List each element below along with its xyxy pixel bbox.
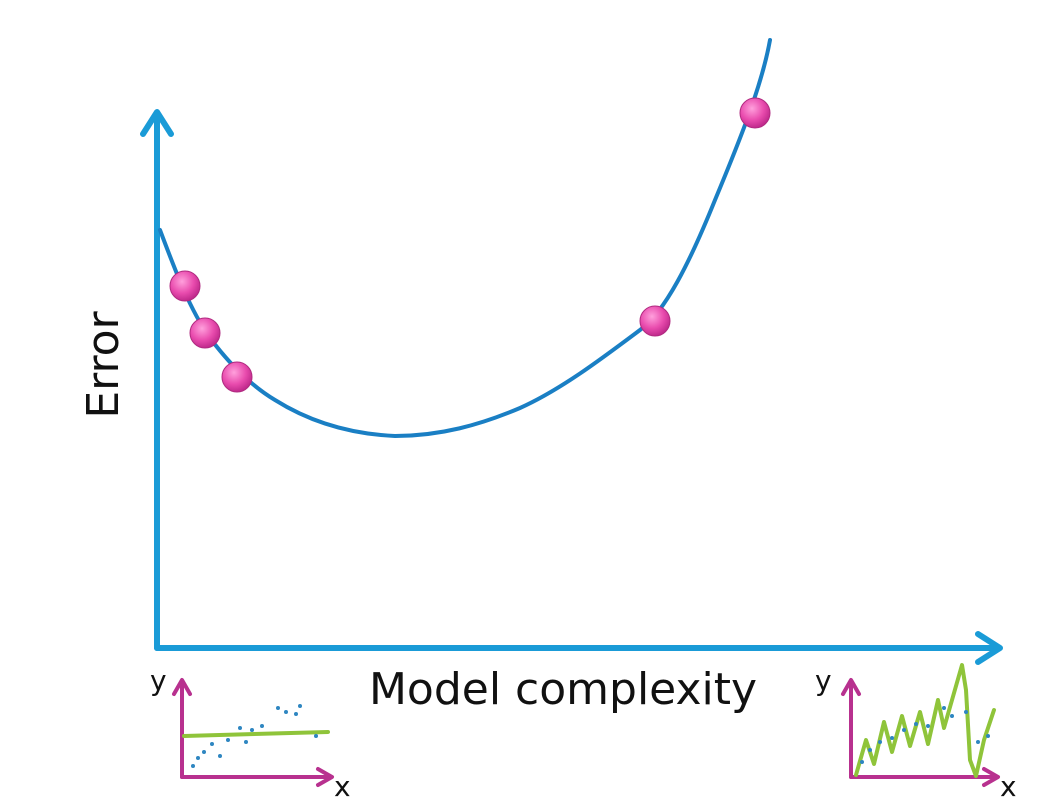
left-inset-simple-model: y x <box>150 664 351 803</box>
left-inset-scatter <box>191 704 318 768</box>
left-inset-x-label: x <box>334 770 351 803</box>
right-inset-complex-model: y x <box>815 663 1017 803</box>
left-inset-fit-line <box>182 730 330 738</box>
main-axes <box>140 109 1003 665</box>
x-axis-arrowhead <box>975 631 1003 665</box>
y-axis-label: Error <box>78 310 129 418</box>
right-inset-overfit-curve <box>854 663 996 778</box>
right-inset-x-arrowhead <box>982 767 1000 787</box>
data-point <box>221 361 253 393</box>
data-point <box>739 97 771 129</box>
left-inset-y-arrowhead <box>172 678 192 696</box>
data-point <box>639 305 671 337</box>
data-point <box>189 317 221 349</box>
right-inset-scatter <box>860 706 990 764</box>
right-inset-y-arrowhead <box>841 678 861 696</box>
right-inset-x-label: x <box>1000 770 1017 803</box>
data-point <box>169 270 201 302</box>
left-inset-x-arrowhead <box>316 767 334 787</box>
right-inset-y-label: y <box>815 664 832 697</box>
y-axis-arrowhead <box>140 109 174 137</box>
data-points <box>169 97 771 393</box>
x-axis-label: Model complexity <box>369 664 757 715</box>
left-inset-y-label: y <box>150 664 167 697</box>
error-curve <box>158 38 772 439</box>
